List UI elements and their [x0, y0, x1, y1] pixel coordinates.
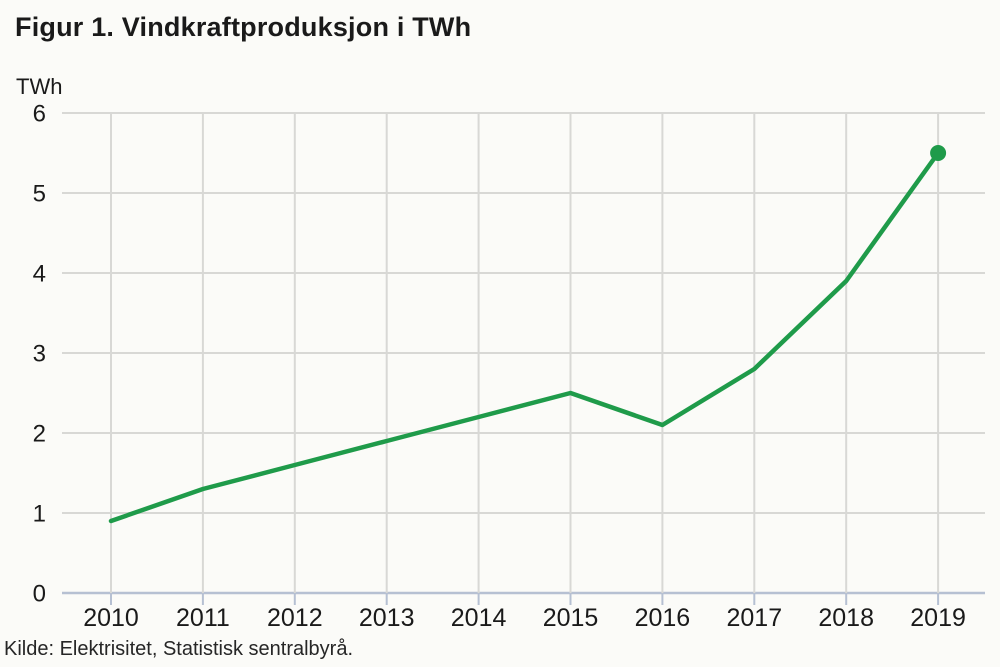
y-tick-label: 6 [33, 101, 46, 128]
chart-title: Figur 1. Vindkraftproduksjon i TWh [15, 12, 472, 42]
y-tick-label: 0 [33, 581, 46, 608]
y-tick-label: 5 [33, 181, 46, 208]
y-tick-label: 4 [33, 261, 46, 288]
x-tick-label: 2010 [83, 604, 139, 632]
x-tick-label: 2019 [910, 604, 966, 632]
x-tick-label: 2016 [635, 604, 691, 632]
production-line [108, 150, 941, 524]
x-tick-label: 2015 [543, 604, 599, 632]
y-tick-label: 1 [33, 501, 46, 528]
y-axis-unit-label: TWh [16, 74, 63, 99]
source-note: Kilde: Elektrisitet, Statistisk sentralb… [4, 638, 354, 660]
x-tick-label: 2013 [359, 604, 415, 632]
x-tick-label: 2012 [267, 604, 323, 632]
y-tick-label: 3 [33, 341, 46, 368]
x-tick-label: 2011 [176, 604, 230, 632]
x-tick-label: 2017 [726, 604, 782, 632]
end-point-marker [930, 145, 947, 161]
x-tick-label: 2014 [451, 604, 507, 632]
y-tick-label: 2 [33, 421, 46, 448]
x-tick-label: 2018 [818, 604, 874, 632]
